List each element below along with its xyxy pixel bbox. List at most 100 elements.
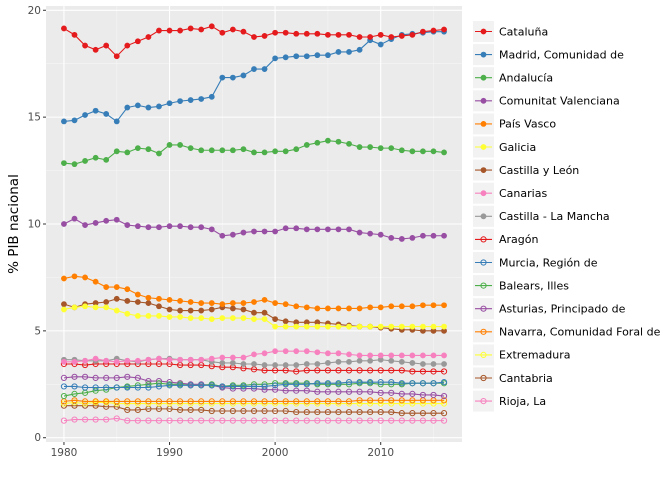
data-point	[441, 323, 447, 330]
data-point	[388, 379, 395, 386]
data-point	[92, 154, 99, 161]
data-point	[409, 303, 416, 310]
data-point	[198, 224, 205, 231]
data-point	[345, 417, 353, 424]
data-point	[240, 146, 247, 153]
series-7	[61, 348, 447, 365]
data-point	[325, 350, 331, 357]
data-point	[420, 232, 426, 239]
data-point	[219, 383, 226, 390]
legend-key-point	[480, 236, 487, 243]
data-point	[71, 215, 78, 222]
data-point	[377, 389, 384, 396]
data-point	[113, 118, 120, 125]
data-point	[409, 352, 416, 359]
data-point	[367, 417, 374, 424]
data-point	[325, 31, 331, 38]
data-point	[430, 368, 437, 375]
data-point	[377, 400, 384, 407]
data-point	[409, 323, 416, 330]
data-point	[229, 383, 236, 390]
legend-item: Castilla y León	[473, 159, 579, 181]
data-point	[420, 361, 426, 367]
data-point	[430, 361, 437, 367]
data-point	[198, 147, 205, 154]
data-point	[166, 306, 173, 313]
data-point	[261, 66, 268, 72]
data-point	[219, 417, 226, 424]
data-point	[134, 417, 141, 424]
data-point	[377, 323, 384, 330]
legend-item: Asturias, Principado de	[473, 298, 626, 320]
x-axis: 1980 1990 2000 2010	[51, 442, 394, 459]
data-point	[325, 305, 331, 312]
data-point	[61, 160, 67, 166]
legend-item: Cantabria	[473, 367, 553, 389]
data-point	[377, 379, 384, 386]
data-point	[124, 406, 131, 414]
data-point	[250, 417, 258, 424]
data-point	[134, 398, 141, 405]
series-1	[61, 28, 447, 125]
data-point	[367, 408, 374, 416]
data-point	[409, 390, 416, 398]
series-line	[63, 405, 445, 414]
data-point	[198, 300, 205, 306]
data-point	[198, 307, 205, 314]
data-point	[82, 158, 88, 164]
data-point	[282, 407, 289, 415]
data-point	[124, 42, 131, 49]
data-point	[103, 299, 110, 305]
legend-label: Comunitat Valenciana	[499, 95, 620, 108]
data-point	[346, 358, 352, 365]
data-point	[377, 304, 384, 311]
data-point	[145, 104, 152, 111]
data-point	[261, 350, 268, 357]
data-point	[198, 356, 205, 363]
data-point	[208, 382, 215, 389]
data-point	[356, 379, 363, 386]
data-point	[293, 368, 300, 375]
data-point	[124, 222, 131, 228]
legend-item: País Vasco	[473, 113, 556, 135]
data-point	[82, 222, 88, 228]
data-point	[92, 46, 99, 53]
y-axis-title: % PIB nacional	[6, 174, 22, 274]
data-point	[293, 387, 300, 394]
data-point	[261, 362, 268, 368]
legend-label: Asturias, Principado de	[499, 303, 626, 316]
data-point	[345, 408, 353, 416]
data-point	[419, 410, 427, 417]
legend-label: Cataluña	[499, 25, 548, 38]
data-point	[303, 348, 310, 355]
data-point	[187, 97, 194, 103]
data-point	[208, 355, 215, 362]
data-point	[198, 315, 205, 321]
data-point	[419, 368, 427, 375]
data-point	[103, 398, 110, 405]
data-point	[345, 367, 353, 374]
data-point	[61, 25, 67, 32]
data-point	[430, 232, 437, 239]
data-point	[124, 149, 131, 156]
data-point	[92, 220, 99, 226]
data-point	[356, 417, 363, 424]
data-point	[103, 416, 110, 423]
data-point	[145, 34, 152, 40]
data-point	[124, 417, 131, 424]
data-point	[398, 367, 405, 374]
data-point	[356, 400, 363, 407]
data-point	[251, 316, 257, 323]
data-point	[229, 407, 236, 415]
data-point	[398, 390, 405, 398]
y-tick-label: 5	[34, 325, 41, 337]
data-point	[219, 360, 226, 366]
data-point	[240, 407, 247, 415]
data-point	[156, 313, 162, 319]
data-point	[251, 66, 257, 72]
series-line	[63, 417, 445, 422]
data-point	[124, 398, 131, 405]
data-point	[430, 27, 437, 34]
data-point	[208, 398, 215, 405]
legend-key-point	[480, 51, 487, 58]
